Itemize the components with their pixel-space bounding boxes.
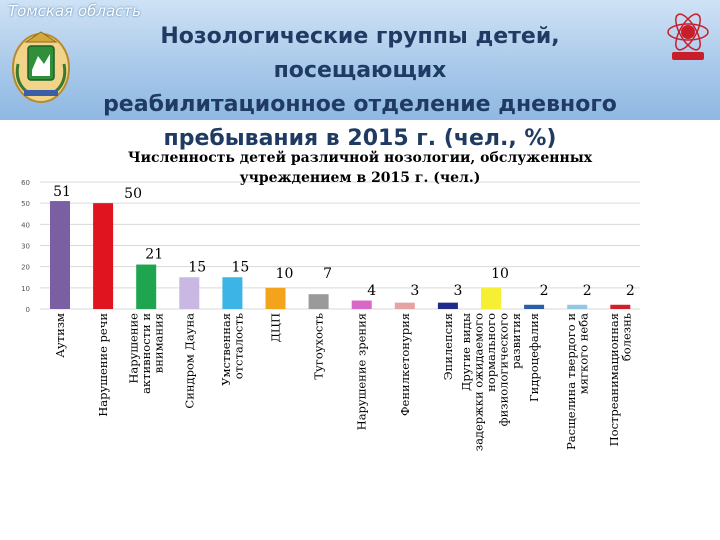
bar [567, 304, 588, 309]
bar [351, 300, 372, 309]
data-label: 15 [231, 259, 249, 275]
page-title: Нозологические группы детей, посещающих … [80, 20, 640, 156]
data-label: 15 [188, 259, 206, 275]
y-tick-label: 40 [21, 221, 30, 229]
chart-area: 0 10 20 30 40 50 60 Численность детей различной… [0, 120, 720, 540]
y-tick-label: 50 [21, 200, 30, 208]
category-label: Синдром Дауна [182, 313, 196, 409]
category-label: Фенилкетонурия [398, 313, 412, 416]
data-label: 3 [410, 283, 419, 299]
region-label: Томская область [8, 2, 141, 20]
page-title-line-1: Нозологические группы детей, посещающих [160, 24, 560, 83]
bar [524, 304, 545, 309]
header-banner: Томская область Нозологические группы де… [0, 0, 720, 151]
category-label-line: Расщелина твердого и [564, 313, 578, 450]
chart-title-line: Численность детей различной нозологии, о… [128, 149, 593, 166]
category-label: Нарушение речи [96, 313, 110, 417]
y-tick-label: 60 [21, 179, 30, 187]
bar [179, 277, 200, 309]
bar [93, 203, 114, 309]
category-label: Эпилепсия [441, 313, 455, 380]
data-label: 10 [276, 266, 294, 282]
category-label-line: отсталость [232, 313, 246, 379]
category-label-line: Нарушение [127, 313, 141, 384]
bar [222, 277, 243, 309]
data-label: 10 [491, 266, 509, 282]
category-label-line: развития [509, 313, 523, 369]
bar [308, 294, 329, 309]
category-label-line: Нарушение зрения [355, 313, 369, 430]
category-label-line: нормального [484, 313, 498, 392]
y-tick-label: 30 [21, 243, 30, 251]
data-label: 7 [323, 266, 332, 282]
institution-logo-icon [667, 13, 709, 60]
category-label: Тугоухость [312, 313, 326, 380]
data-label: 3 [453, 283, 462, 299]
bar-chart: 0 10 20 30 40 50 60 Численность детей различной… [21, 149, 640, 451]
data-label: 21 [145, 247, 163, 263]
bar [136, 264, 157, 309]
category-label-line: Эпилепсия [441, 313, 455, 380]
category-label-line: Гидроцефалия [527, 313, 541, 402]
data-label: 2 [626, 283, 635, 299]
bar [265, 287, 286, 309]
category-label-line: Нарушение речи [96, 313, 110, 417]
category-label: Нарушение зрения [355, 313, 369, 430]
category-label-line: физиологического [497, 313, 511, 426]
data-label: 4 [367, 283, 376, 299]
category-label-line: задержки ожидаемого [472, 313, 486, 451]
y-tick-label: 10 [21, 285, 30, 293]
category-label: Аутизм [53, 313, 67, 358]
category-label-line: Тугоухость [312, 313, 326, 380]
data-label: 50 [124, 186, 142, 202]
page-title-line-2: реабилитационное отделение дневного [103, 92, 617, 117]
bar [481, 287, 501, 309]
page-title-line-3: пребывания в 2015 г. (чел., %) [163, 126, 557, 151]
category-label-line: Синдром Дауна [182, 313, 196, 409]
category-label-line: Постреанимационная [607, 313, 621, 446]
category-label: ДЦП [269, 313, 283, 342]
category-label-line: ДЦП [269, 313, 283, 342]
coat-of-arms-icon [12, 31, 70, 103]
bar [50, 201, 70, 309]
data-label: 2 [583, 283, 592, 299]
category-label-line: мягкого неба [576, 313, 590, 394]
category-label: Гидроцефалия [527, 313, 541, 402]
data-label: 51 [53, 184, 71, 200]
bar [610, 304, 631, 309]
category-label-line: Другие виды [459, 313, 473, 391]
category-label-line: болезнь [620, 313, 634, 361]
category-label-line: Фенилкетонурия [398, 313, 412, 416]
category-label-line: активности и [139, 313, 153, 394]
data-label: 2 [540, 283, 549, 299]
category-label-line: Аутизм [53, 313, 67, 358]
y-tick-label: 0 [26, 306, 30, 314]
bar [437, 302, 458, 309]
category-label-line: Умственная [219, 313, 233, 386]
bar [394, 302, 415, 309]
y-tick-label: 20 [21, 264, 30, 272]
category-label-line: внимания [152, 313, 166, 373]
chart-title-line: учреждением в 2015 г. (чел.) [240, 170, 481, 186]
